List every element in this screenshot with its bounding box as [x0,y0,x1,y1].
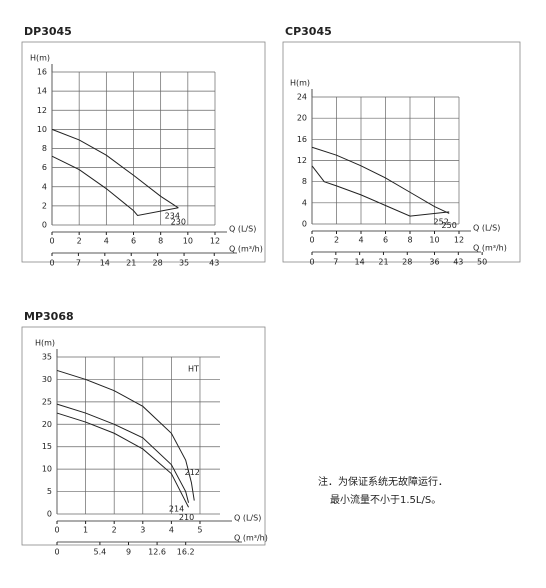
curve [51,128,179,209]
x-tick-label: 4 [358,236,363,245]
y-tick-label: 0 [302,220,307,229]
y-tick-label: 24 [297,93,307,102]
x-axis-label: Q (L/S) [229,225,256,234]
x2-tick-label: 43 [453,258,463,267]
curve [51,155,179,216]
y-tick-label: 25 [42,397,52,406]
x2-axis-label: Q (m³/h) [234,534,268,543]
panel-frame [21,41,266,263]
y-tick-label: 4 [302,198,307,207]
x2-tick-label: 14 [355,258,365,267]
x-tick-label: 8 [407,236,412,245]
x2-tick-label: 21 [126,259,136,268]
x2-tick-label: 0 [54,548,59,557]
y-tick-label: 12 [37,106,47,115]
curve [56,403,190,503]
x2-tick-label: 7 [76,259,81,268]
curve-label: 252 [434,217,449,226]
x-tick-label: 0 [54,526,59,535]
x2-tick-label: 0 [49,259,54,268]
y-tick-label: 12 [297,156,307,165]
x-tick-label: 6 [383,236,388,245]
y-tick-label: 35 [42,353,52,362]
y-tick-label: 5 [47,487,52,496]
x2-axis-label: Q (m³/h) [229,245,263,254]
x2-tick-label: 7 [333,258,338,267]
y-axis-label: H(m) [35,339,55,348]
x2-tick-label: 28 [153,259,163,268]
chart-title: MP3068 [24,310,74,323]
x-tick-label: 2 [334,236,339,245]
x-tick-label: 0 [49,237,54,246]
x2-axis-label: Q (m³/h) [473,244,507,253]
x-tick-label: 4 [104,237,109,246]
curve [311,146,450,214]
x-tick-label: 8 [158,237,163,246]
curve-label: 210 [179,513,194,522]
y-tick-label: 0 [42,221,47,230]
curve-label: 250 [442,221,457,230]
x2-tick-label: 12.6 [148,548,166,557]
x2-tick-label: 36 [429,258,439,267]
x-axis-label: Q (L/S) [234,514,261,523]
note-line: 注．为保证系统无故障运行． [318,475,448,488]
x-tick-label: 1 [83,526,88,535]
curve-label: 212 [185,468,200,477]
curve-label: 214 [169,504,184,513]
x-tick-label: 0 [309,236,314,245]
y-tick-label: 0 [47,510,52,519]
x2-tick-label: 14 [100,259,110,268]
curve-label: 230 [171,217,186,226]
chart-title: CP3045 [285,25,332,38]
y-tick-label: 10 [42,465,52,474]
x2-tick-label: 16.2 [177,548,195,557]
x-tick-label: 5 [197,526,202,535]
curve [311,165,450,217]
y-tick-label: 30 [42,375,52,384]
x2-tick-label: 50 [477,258,487,267]
x-tick-label: 2 [112,526,117,535]
x2-tick-label: 21 [378,258,388,267]
x2-tick-label: 9 [126,548,131,557]
curve-label: 234 [165,211,180,220]
x-axis-label: Q (L/S) [473,224,500,233]
y-tick-label: 2 [42,201,47,210]
y-tick-label: 15 [42,442,52,451]
curve [56,412,189,508]
y-tick-label: 8 [42,144,47,153]
x2-tick-label: 5.4 [94,548,107,557]
y-tick-label: 14 [37,87,47,96]
panel-frame [21,326,266,546]
panel-frame [282,41,521,263]
x2-tick-label: 35 [179,259,189,268]
y-axis-label: H(m) [290,79,310,88]
y-axis-label: H(m) [30,54,50,63]
x-tick-label: 10 [429,236,439,245]
y-tick-label: 6 [42,163,47,172]
y-tick-label: 8 [302,177,307,186]
curve [56,369,195,501]
y-tick-label: 10 [37,125,47,134]
note-line: 最小流量不小于1.5L/S。 [330,493,441,506]
x2-tick-label: 0 [309,258,314,267]
x-tick-label: 10 [183,237,193,246]
x-tick-label: 2 [77,237,82,246]
x2-tick-label: 28 [402,258,412,267]
x-tick-label: 12 [210,237,220,246]
y-tick-label: 16 [297,135,307,144]
annotation: HT [188,365,199,374]
x2-tick-label: 43 [209,259,219,268]
y-tick-label: 20 [297,114,307,123]
x-tick-label: 12 [454,236,464,245]
x-tick-label: 6 [131,237,136,246]
x-tick-label: 3 [140,526,145,535]
y-tick-label: 4 [42,182,47,191]
y-tick-label: 20 [42,420,52,429]
chart-title: DP3045 [24,25,72,38]
x-tick-label: 4 [169,526,174,535]
y-tick-label: 16 [37,68,47,77]
